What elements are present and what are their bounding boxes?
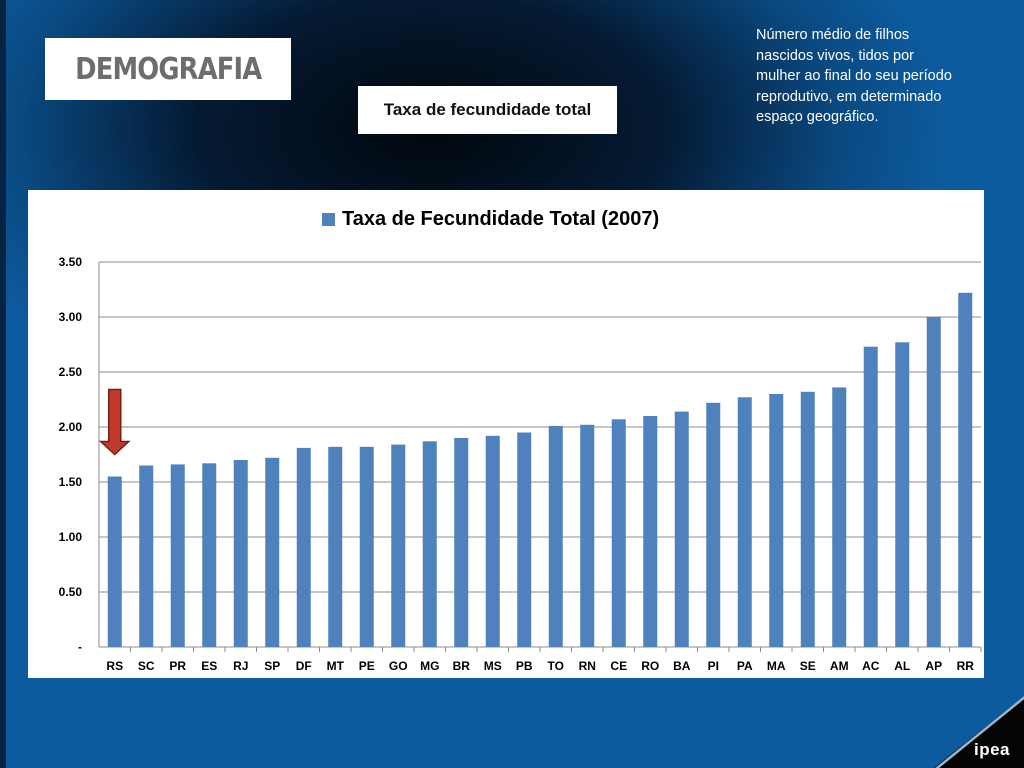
x-tick-label: RJ (233, 659, 248, 673)
x-tick-label: AP (925, 659, 942, 673)
x-tick-label: BA (673, 659, 691, 673)
ipea-logo: ipea (924, 688, 1024, 768)
x-tick-label: AM (830, 659, 849, 673)
logo-text: DEMOGRAFIA (74, 51, 262, 87)
bar-pe (359, 446, 374, 647)
bar-br (454, 438, 469, 647)
x-tick-label: GO (389, 659, 408, 673)
x-tick-label: RN (579, 659, 596, 673)
subtitle-box: Taxa de fecundidade total (358, 86, 617, 134)
x-tick-label: RO (641, 659, 659, 673)
legend-label: Taxa de Fecundidade Total (2007) (342, 208, 660, 230)
x-tick-label: PR (169, 659, 186, 673)
frame-edge (0, 0, 6, 768)
bar-go (391, 444, 406, 647)
bar-se (800, 391, 815, 647)
bar-ms (485, 435, 500, 647)
bar-sc (139, 465, 154, 647)
x-tick-label: PE (359, 659, 375, 673)
x-tick-label: TO (548, 659, 564, 673)
chart-legend: Taxa de Fecundidade Total (2007) (322, 208, 659, 231)
bar-rs (107, 476, 122, 647)
x-tick-label: PA (737, 659, 753, 673)
bar-ac (863, 346, 878, 647)
bar-am (832, 387, 847, 647)
bar-ma (769, 394, 784, 647)
bar-es (202, 463, 217, 647)
x-tick-label: CE (610, 659, 627, 673)
bar-df (296, 447, 311, 647)
bar-ba (674, 411, 689, 647)
x-tick-label: AC (862, 659, 880, 673)
annotation-arrow (98, 388, 131, 456)
bar-pb (517, 432, 532, 647)
ipea-wordmark: ipea (973, 740, 1010, 759)
bar-rr (958, 292, 973, 647)
bar-ce (611, 419, 626, 647)
bar-pa (737, 397, 752, 647)
bar-ro (643, 416, 658, 647)
bar-ap (926, 317, 941, 647)
y-tick-label: 2.00 (59, 420, 83, 434)
y-tick-label: 3.00 (59, 310, 83, 324)
x-tick-label: DF (296, 659, 312, 673)
y-tick-label: 1.50 (59, 475, 83, 489)
bar-to (548, 425, 563, 647)
x-tick-label: ES (201, 659, 217, 673)
x-tick-label: SE (800, 659, 816, 673)
x-tick-label: MA (767, 659, 786, 673)
bar-rj (233, 460, 248, 647)
chart-panel: Taxa de Fecundidade Total (2007) - 0.50 1.… (28, 190, 984, 678)
bar-sp (265, 457, 280, 647)
x-tick-label: BR (453, 659, 471, 673)
x-tick-label: RS (106, 659, 123, 673)
bar-chart: - 0.50 1.00 1.50 2.00 2.50 3.00 3.50 RS SC PR ES RJ S… (59, 255, 982, 673)
x-tick-label: MS (484, 659, 502, 673)
x-tick-label: RR (957, 659, 975, 673)
y-tick-label: 3.50 (59, 255, 83, 269)
bar-mt (328, 446, 343, 647)
x-tick-label: MG (420, 659, 439, 673)
x-tick-label: PB (516, 659, 533, 673)
logo-stripe (924, 688, 1024, 768)
x-tick-label: AL (894, 659, 910, 673)
bar-mg (422, 441, 437, 647)
bar-pi (706, 402, 721, 647)
subtitle-text: Taxa de fecundidade total (383, 100, 592, 119)
demografia-logo: DEMOGRAFIA (45, 38, 291, 100)
bar-pr (170, 464, 185, 647)
bar-al (895, 342, 910, 647)
description-note: Número médio de filhos nascidos vivos, t… (756, 27, 952, 125)
y-tick-label: 0.50 (59, 585, 83, 599)
x-tick-label: SC (138, 659, 155, 673)
bar-rn (580, 424, 595, 647)
x-tick-label: MT (327, 659, 345, 673)
y-tick-label: 2.50 (59, 365, 83, 379)
x-tick-label: SP (264, 659, 280, 673)
y-tick-label: 1.00 (59, 530, 83, 544)
legend-swatch (322, 213, 335, 226)
x-tick-label: PI (708, 659, 719, 673)
y-tick-label: - (78, 640, 82, 654)
